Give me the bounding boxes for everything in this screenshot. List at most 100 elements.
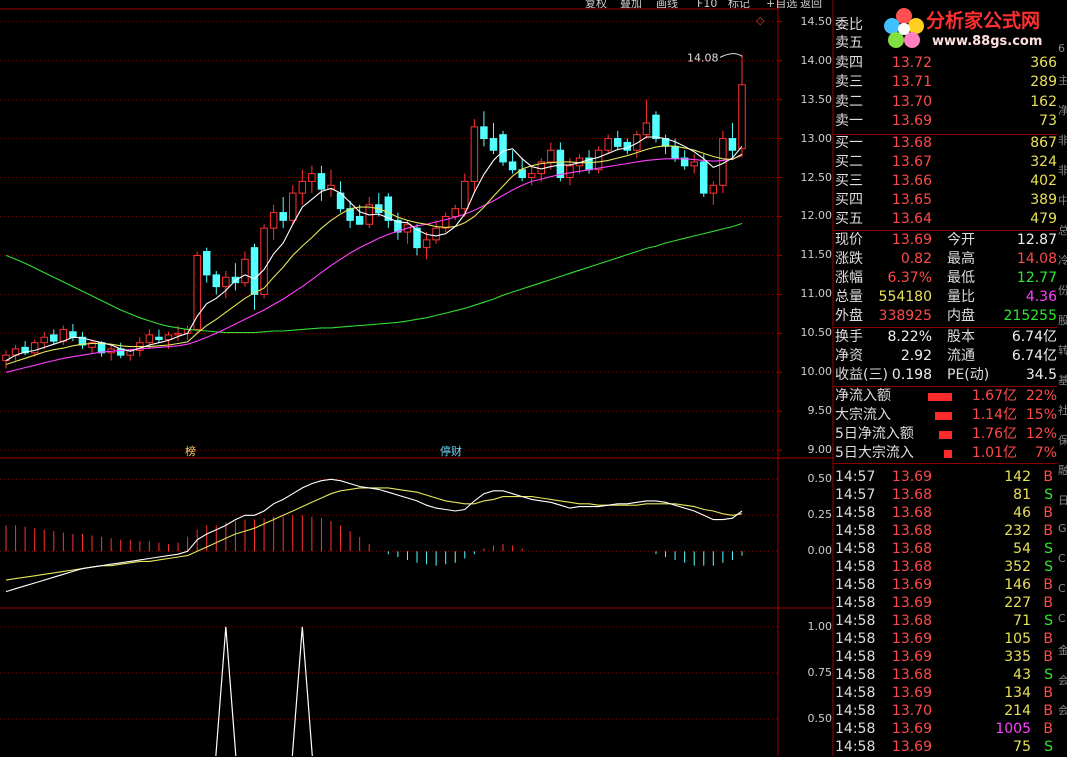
tick-volume: 43: [1013, 667, 1031, 683]
toolbar-button[interactable]: +自选: [766, 0, 798, 8]
flow-row: 净流入额 1.67亿 22%: [834, 387, 1057, 406]
tick-volume: 142: [1004, 469, 1031, 485]
candle-body: [317, 173, 326, 190]
ask-volume: 73: [1039, 113, 1057, 129]
tick-price: 13.69: [891, 631, 932, 647]
tick-price: 13.68: [891, 505, 932, 521]
tick-volume: 232: [1004, 523, 1031, 539]
candle-body: [40, 336, 48, 344]
candle-body: [470, 126, 479, 182]
bid-row: 买二 13.67 324: [834, 153, 1057, 172]
tick-time: 14:58: [835, 703, 876, 719]
candle-body: [709, 184, 718, 194]
toolbar-button[interactable]: 返回: [800, 0, 822, 8]
toolbar-button[interactable]: 画线: [656, 0, 678, 8]
stat-label: 最低: [947, 270, 975, 286]
event-tag: 停财: [440, 444, 462, 458]
strip-label: C: [1058, 582, 1066, 595]
flow-pct: 15%: [1025, 407, 1057, 423]
candle-body: [2, 354, 10, 362]
stat-value: 4.36: [1025, 289, 1057, 305]
stat-value: 13.69: [891, 232, 932, 248]
tick-price: 13.69: [891, 649, 932, 665]
y-tick-label: 0.75: [807, 665, 833, 679]
stat-label: 外盘: [835, 308, 863, 324]
flow-bar: [935, 412, 952, 420]
tick-side: B: [1043, 523, 1053, 539]
high-annotation: 14.08: [687, 51, 719, 64]
candle-body: [690, 161, 698, 167]
y-tick-label: 0.50: [807, 712, 833, 726]
y-tick-label: 1.00: [807, 619, 833, 633]
flow-label: 净流入额: [835, 388, 891, 404]
flow-bar: [939, 431, 952, 439]
strip-label: 会: [1058, 704, 1067, 717]
signal-panel[interactable]: [215, 626, 313, 756]
chart-area[interactable]: 14.08 ◇ 榜 停财: [0, 0, 834, 756]
candle-body: [499, 134, 507, 163]
stat-row: 总量 554180 量比 4.36: [834, 288, 1057, 307]
panel-separator: [834, 386, 1057, 387]
stat-row: 涨跌 0.82 最高 14.08: [834, 250, 1057, 269]
candle-body: [441, 215, 450, 229]
candle-body: [269, 212, 278, 229]
stat-label: 最高: [947, 251, 975, 267]
tick-price: 13.68: [891, 523, 932, 539]
candle-body: [260, 227, 268, 295]
ask-label: 卖三: [835, 74, 863, 90]
logo-text: 分析家公式网: [926, 10, 1041, 32]
tick-volume: 146: [1004, 577, 1031, 593]
tick-row: 14:58 13.68 71 S: [834, 612, 1057, 631]
candle-body: [413, 227, 421, 249]
flow-bar: [928, 393, 952, 401]
tick-volume: 54: [1013, 541, 1031, 557]
toolbar-button[interactable]: 复权: [585, 0, 607, 8]
bid-price: 13.66: [891, 173, 932, 189]
flow-value: 1.67亿: [971, 388, 1017, 404]
strip-label: 非: [1058, 164, 1067, 177]
ma20-line: [5, 155, 743, 373]
candle-body: [202, 251, 211, 276]
stat-value: 554180: [878, 289, 932, 305]
tick-volume: 105: [1004, 631, 1031, 647]
stat-value: 2.92: [900, 348, 932, 364]
candle-body: [241, 258, 249, 284]
candle-body: [738, 84, 746, 150]
price-panel[interactable]: 14.08 ◇ 榜 停财: [2, 14, 765, 458]
strip-label: 保: [1058, 434, 1067, 447]
bid-price: 13.64: [891, 211, 932, 227]
candle-body: [88, 342, 96, 348]
strip-label: 股: [1058, 314, 1067, 327]
tick-side: S: [1044, 739, 1053, 755]
chart-grid: [0, 0, 834, 756]
candle-body: [566, 165, 574, 179]
tick-row: 14:58 13.69 227 B: [834, 594, 1057, 613]
tick-price: 13.68: [891, 559, 932, 575]
strip-label: 会: [1058, 674, 1067, 687]
strip-label: 非: [1058, 134, 1067, 147]
stat-row: 涨幅 6.37% 最低 12.77: [834, 269, 1057, 288]
tick-volume: 75: [1013, 739, 1031, 755]
flow-label: 大宗流入: [835, 407, 891, 423]
candle-body: [174, 332, 182, 336]
bid-row: 买一 13.68 867: [834, 134, 1057, 153]
toolbar-button[interactable]: F10: [697, 0, 718, 8]
macd-panel[interactable]: [5, 478, 743, 593]
tick-volume: 214: [1004, 703, 1031, 719]
stat-label: 涨跌: [835, 251, 863, 267]
toolbar-button[interactable]: 标记: [728, 0, 750, 8]
flow-row: 5日净流入额 1.76亿 12%: [834, 425, 1057, 444]
candle-body: [527, 173, 536, 179]
bid-volume: 389: [1030, 192, 1057, 208]
ask-volume: 289: [1030, 74, 1057, 90]
tick-price: 13.68: [891, 613, 932, 629]
tick-time: 14:58: [835, 631, 876, 647]
toolbar-button[interactable]: 叠加: [620, 0, 642, 8]
dea-line: [5, 487, 743, 581]
candle-body: [480, 126, 488, 140]
strip-label: 净: [1058, 104, 1067, 117]
tick-side: B: [1043, 595, 1053, 611]
candle-body: [193, 254, 201, 330]
bid-price: 13.65: [891, 192, 932, 208]
ask-price: 13.71: [891, 74, 932, 90]
